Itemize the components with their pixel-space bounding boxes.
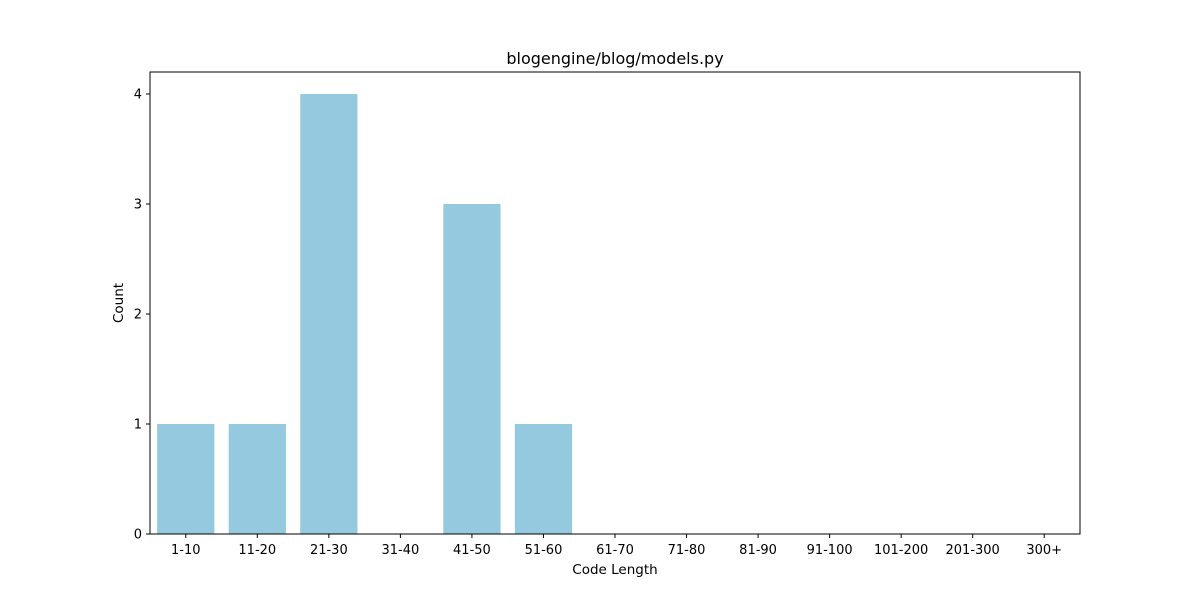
y-axis: 0 1 2 3 4 <box>134 88 150 543</box>
x-tick-label: 51-60 <box>525 543 563 558</box>
x-tick-label: 1-10 <box>171 543 201 558</box>
x-tick-label: 61-70 <box>596 543 634 558</box>
bar-1-10 <box>157 424 215 534</box>
y-tick-label: 4 <box>134 88 142 103</box>
bar-21-30 <box>300 94 358 534</box>
x-tick-label: 91-100 <box>807 543 853 558</box>
chart-title: blogengine/blog/models.py <box>506 49 723 68</box>
x-tick-label: 201-300 <box>946 543 1000 558</box>
x-axis: 1-10 11-20 21-30 31-40 41-50 51-60 61-70 71-80 8… <box>171 534 1062 558</box>
y-tick-label: 1 <box>134 418 142 433</box>
bars <box>157 94 573 534</box>
x-axis-label: Code Length <box>572 562 657 578</box>
bar-51-60 <box>514 424 573 534</box>
y-tick-label: 3 <box>134 198 142 213</box>
x-tick-label: 21-30 <box>310 543 348 558</box>
x-tick-label: 31-40 <box>381 543 419 558</box>
x-tick-label: 71-80 <box>668 543 706 558</box>
x-tick-label: 300+ <box>1026 543 1062 558</box>
y-axis-label: Count <box>111 283 127 323</box>
y-tick-label: 0 <box>134 528 142 543</box>
plot-frame <box>149 71 1081 535</box>
x-tick-label: 81-90 <box>739 543 777 558</box>
bar-41-50 <box>443 204 501 534</box>
y-tick-label: 2 <box>134 308 142 323</box>
x-tick-label: 11-20 <box>238 543 276 558</box>
x-tick-label: 41-50 <box>453 543 491 558</box>
bar-11-20 <box>228 424 286 534</box>
x-tick-label: 101-200 <box>874 543 928 558</box>
